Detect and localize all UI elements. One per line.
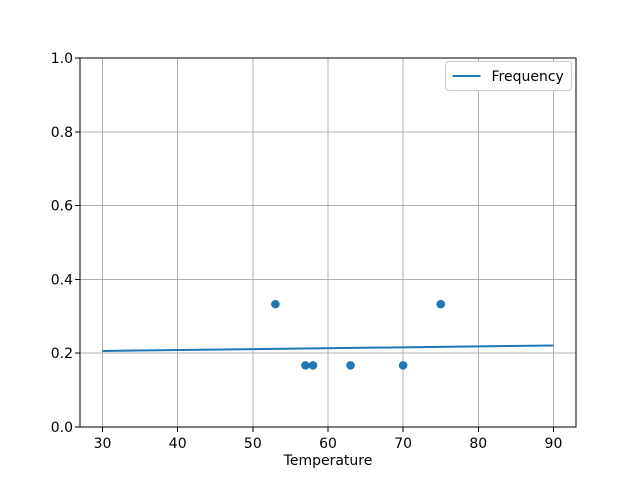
y-tick-label: 1.0: [51, 51, 73, 67]
data-point: [436, 299, 446, 309]
x-tick-label: 90: [545, 436, 563, 452]
data-point: [398, 361, 408, 370]
trend-line: [102, 344, 554, 352]
y-tick-label: 0.6: [51, 199, 73, 215]
data-point: [346, 361, 355, 370]
data-point: [271, 299, 280, 309]
y-tick-label: 0.0: [51, 420, 73, 436]
y-tick-label: 0.2: [51, 346, 73, 362]
x-tick-label: 60: [319, 436, 337, 452]
data-point: [308, 361, 318, 370]
x-tick-label: 30: [94, 436, 112, 452]
data-point: [301, 361, 310, 370]
x-tick-label: 70: [394, 436, 412, 452]
legend-box: [445, 61, 572, 91]
x-tick-label: 50: [244, 436, 262, 452]
x-axis-label: Temperature: [283, 453, 373, 469]
x-tick-label: 80: [469, 436, 487, 452]
legend-label: Frequency: [492, 69, 564, 85]
y-tick-label: 0.4: [51, 272, 73, 288]
y-tick-label: 0.8: [51, 125, 73, 141]
x-tick-label: 40: [169, 436, 187, 452]
